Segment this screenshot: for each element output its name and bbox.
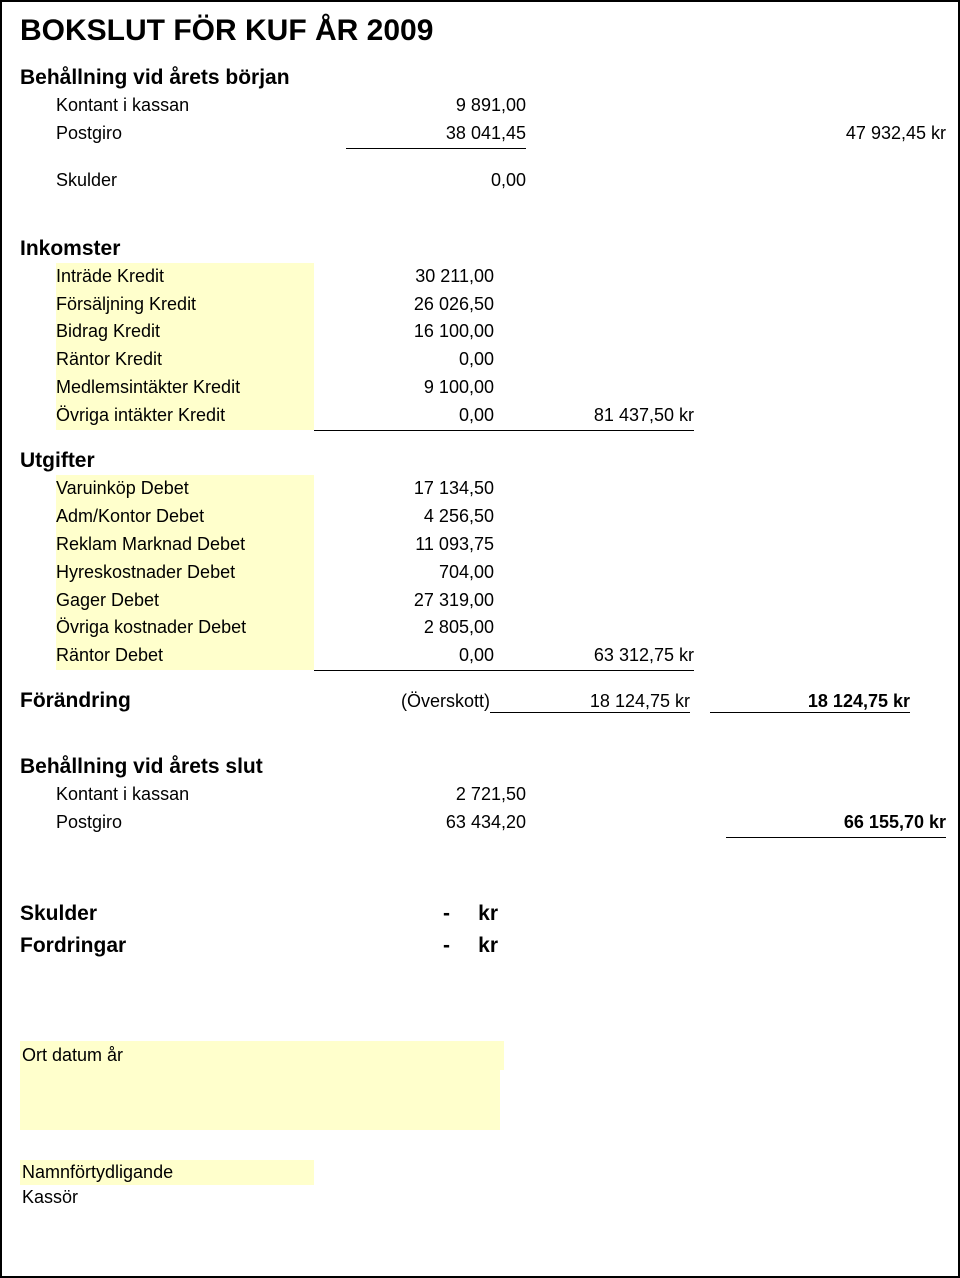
heading-utgifter: Utgifter bbox=[20, 449, 940, 473]
amount: 30 211,00 bbox=[314, 263, 494, 291]
heading-behallning-start: Behållning vid årets början bbox=[20, 66, 940, 90]
row-fordringar-end: Fordringar - kr bbox=[20, 930, 940, 962]
dash: - bbox=[310, 898, 450, 930]
label: Bidrag Kredit bbox=[56, 318, 314, 346]
amount: 18 124,75 kr bbox=[490, 691, 690, 713]
row-kontant-slut: Kontant i kassan 2 721,50 bbox=[20, 781, 940, 809]
ort-datum-block: Ort datum år bbox=[20, 1041, 940, 1130]
label: Fordringar bbox=[20, 930, 310, 962]
heading-inkomster: Inkomster bbox=[20, 237, 940, 261]
table-row: Bidrag Kredit 16 100,00 bbox=[20, 318, 940, 346]
label: Gager Debet bbox=[56, 587, 314, 615]
table-row: Övriga kostnader Debet 2 805,00 bbox=[20, 614, 940, 642]
amount: 16 100,00 bbox=[314, 318, 494, 346]
amount: 38 041,45 bbox=[346, 120, 526, 149]
label: Postgiro bbox=[56, 809, 346, 837]
label: Förändring bbox=[20, 689, 310, 713]
label: Skulder bbox=[56, 167, 346, 195]
overskott-label: (Överskott) bbox=[310, 691, 490, 712]
signature-namnfortydligande: Namnförtydligande bbox=[20, 1160, 314, 1185]
amount: 27 319,00 bbox=[314, 587, 494, 615]
table-row: Inträde Kredit 30 211,00 bbox=[20, 263, 940, 291]
page-title: BOKSLUT FÖR KUF ÅR 2009 bbox=[20, 14, 940, 48]
table-row: Räntor Debet 0,00 63 312,75 kr bbox=[20, 642, 940, 671]
label: Kontant i kassan bbox=[56, 92, 346, 120]
amount: 9 891,00 bbox=[346, 92, 526, 120]
row-postgiro-slut: Postgiro 63 434,20 66 155,70 kr bbox=[20, 809, 940, 838]
amount: 0,00 bbox=[346, 167, 526, 195]
label: Räntor Debet bbox=[56, 642, 314, 670]
table-row: Gager Debet 27 319,00 bbox=[20, 587, 940, 615]
label: Postgiro bbox=[56, 120, 346, 148]
amount: 63 434,20 bbox=[346, 809, 526, 837]
amount: 2 721,50 bbox=[346, 781, 526, 809]
grand-total: 18 124,75 kr bbox=[710, 691, 910, 713]
section-total: 63 312,75 kr bbox=[494, 642, 694, 671]
ort-datum-label: Ort datum år bbox=[20, 1041, 504, 1070]
label: Övriga kostnader Debet bbox=[56, 614, 314, 642]
label: Hyreskostnader Debet bbox=[56, 559, 314, 587]
amount: 9 100,00 bbox=[314, 374, 494, 402]
amount: 0,00 bbox=[314, 642, 494, 671]
table-row: Reklam Marknad Debet 11 093,75 bbox=[20, 531, 940, 559]
row-skulder-start: Skulder 0,00 bbox=[20, 167, 940, 195]
skulder-fordringar-block: Skulder - kr Fordringar - kr bbox=[20, 898, 940, 961]
section-total: 81 437,50 kr bbox=[494, 402, 694, 431]
label: Varuinköp Debet bbox=[56, 475, 314, 503]
label: Inträde Kredit bbox=[56, 263, 314, 291]
label: Reklam Marknad Debet bbox=[56, 531, 314, 559]
amount: 26 026,50 bbox=[314, 291, 494, 319]
table-row: Adm/Kontor Debet 4 256,50 bbox=[20, 503, 940, 531]
kr: kr bbox=[450, 930, 498, 962]
table-row: Räntor Kredit 0,00 bbox=[20, 346, 940, 374]
label: Kontant i kassan bbox=[56, 781, 346, 809]
amount: 11 093,75 bbox=[314, 531, 494, 559]
row-postgiro-start: Postgiro 38 041,45 47 932,45 kr bbox=[20, 120, 940, 149]
amount: 17 134,50 bbox=[314, 475, 494, 503]
label: Övriga intäkter Kredit bbox=[56, 402, 314, 430]
grand-total: 47 932,45 kr bbox=[726, 120, 946, 148]
label: Adm/Kontor Debet bbox=[56, 503, 314, 531]
table-row: Försäljning Kredit 26 026,50 bbox=[20, 291, 940, 319]
amount: 2 805,00 bbox=[314, 614, 494, 642]
label: Medlemsintäkter Kredit bbox=[56, 374, 314, 402]
ort-datum-field bbox=[20, 1070, 500, 1130]
dash: - bbox=[310, 930, 450, 962]
row-skulder-end: Skulder - kr bbox=[20, 898, 940, 930]
signature-block: Namnförtydligande Kassör bbox=[20, 1160, 940, 1210]
label: Försäljning Kredit bbox=[56, 291, 314, 319]
kr: kr bbox=[450, 898, 498, 930]
grand-total: 66 155,70 kr bbox=[726, 809, 946, 838]
document-page: BOKSLUT FÖR KUF ÅR 2009 Behållning vid å… bbox=[0, 0, 960, 1278]
amount: 0,00 bbox=[314, 346, 494, 374]
row-forandring: Förändring (Överskott) 18 124,75 kr 18 1… bbox=[20, 689, 940, 713]
table-row: Övriga intäkter Kredit 0,00 81 437,50 kr bbox=[20, 402, 940, 431]
label: Räntor Kredit bbox=[56, 346, 314, 374]
signature-kassor: Kassör bbox=[20, 1185, 314, 1210]
table-row: Hyreskostnader Debet 704,00 bbox=[20, 559, 940, 587]
table-row: Varuinköp Debet 17 134,50 bbox=[20, 475, 940, 503]
heading-behallning-slut: Behållning vid årets slut bbox=[20, 755, 940, 779]
label: Skulder bbox=[20, 898, 310, 930]
amount: 0,00 bbox=[314, 402, 494, 431]
amount: 4 256,50 bbox=[314, 503, 494, 531]
table-row: Medlemsintäkter Kredit 9 100,00 bbox=[20, 374, 940, 402]
amount: 704,00 bbox=[314, 559, 494, 587]
row-kontant-start: Kontant i kassan 9 891,00 bbox=[20, 92, 940, 120]
